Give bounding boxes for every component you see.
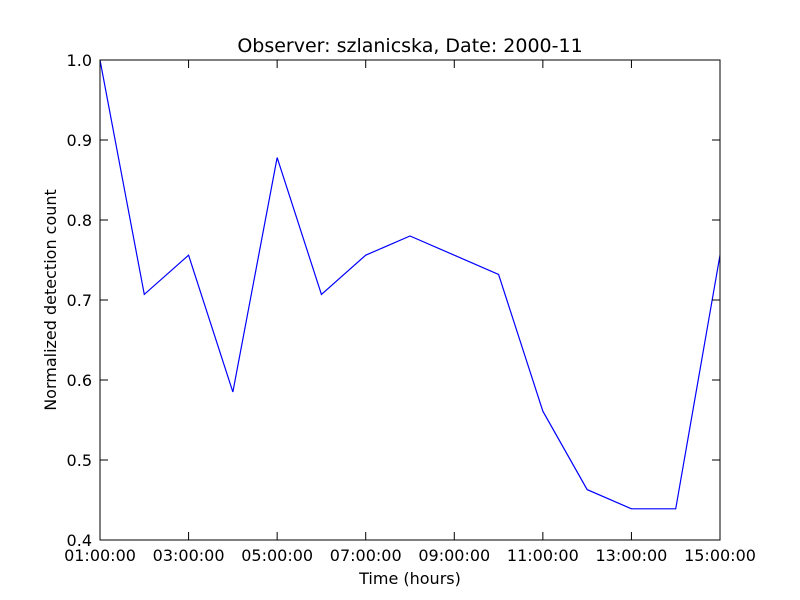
- chart-title: Observer: szlanicska, Date: 2000-11: [237, 35, 582, 57]
- x-tick-label: 09:00:00: [418, 546, 490, 565]
- x-tick-label: 15:00:00: [684, 546, 756, 565]
- x-tick-label: 13:00:00: [595, 546, 667, 565]
- x-tick-label: 03:00:00: [153, 546, 225, 565]
- y-tick-label: 0.7: [67, 291, 92, 310]
- series-line-0: [99, 59, 721, 510]
- x-tick-label: 07:00:00: [330, 546, 402, 565]
- plot-layer: [99, 59, 721, 510]
- y-tick-label: 0.6: [67, 371, 92, 390]
- y-tick-label: 0.5: [67, 451, 92, 470]
- tick-layer: 01:00:00 03:00:00 05:00:00 07:00:00 09:00:00…: [64, 51, 756, 565]
- y-tick-label: 0.4: [67, 531, 92, 550]
- y-axis-label: Normalized detection count: [41, 189, 60, 411]
- y-tick-label: 0.8: [67, 211, 92, 230]
- y-tick-label: 0.9: [67, 131, 92, 150]
- x-tick-label: 05:00:00: [241, 546, 313, 565]
- x-tick-label: 01:00:00: [64, 546, 136, 565]
- x-tick-label: 11:00:00: [507, 546, 579, 565]
- x-axis-label: Time (hours): [358, 569, 461, 588]
- y-tick-label: 1.0: [67, 51, 92, 70]
